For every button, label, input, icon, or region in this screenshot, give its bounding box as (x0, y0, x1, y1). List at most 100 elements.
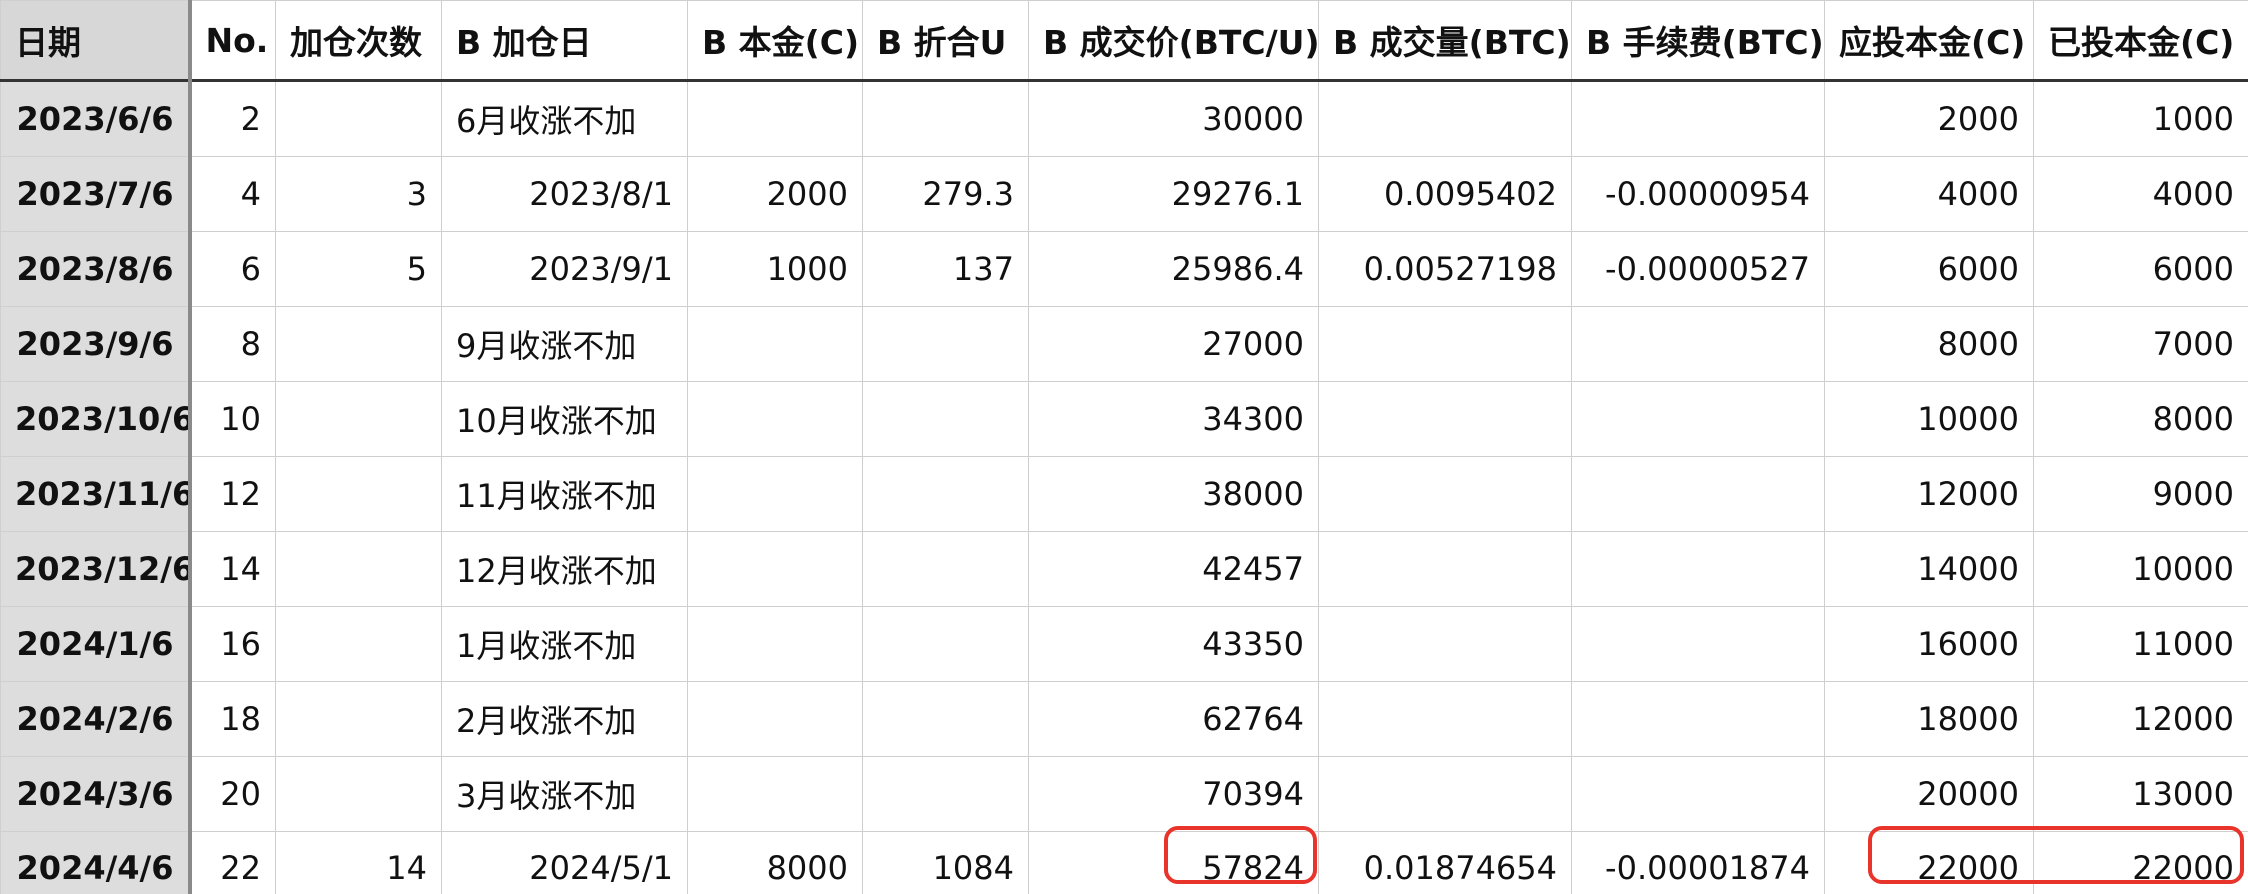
cell-add-count[interactable] (275, 306, 442, 382)
cell-b-usd[interactable] (862, 681, 1029, 757)
cell-date[interactable]: 2023/12/6 (0, 531, 192, 607)
cell-b-volume[interactable] (1318, 606, 1572, 682)
cell-no[interactable]: 6 (189, 231, 276, 307)
cell-date[interactable]: 2023/9/6 (0, 306, 192, 382)
cell-b-price[interactable]: 43350 (1028, 606, 1319, 682)
cell-b-volume[interactable]: 0.00527198 (1318, 231, 1572, 307)
cell-b-add-date[interactable]: 6月收涨不加 (441, 80, 688, 157)
cell-date[interactable]: 2024/3/6 (0, 756, 192, 832)
header-no[interactable]: No. (189, 0, 276, 82)
cell-date[interactable]: 2024/4/6 (0, 831, 192, 894)
cell-planned[interactable]: 12000 (1824, 456, 2034, 532)
cell-b-add-date[interactable]: 2024/5/1 (441, 831, 688, 894)
cell-b-fee[interactable]: -0.00000527 (1571, 231, 1825, 307)
cell-add-count[interactable] (275, 80, 442, 157)
cell-b-fee[interactable] (1571, 681, 1825, 757)
cell-b-price[interactable]: 38000 (1028, 456, 1319, 532)
header-b-price[interactable]: B 成交价(BTC/U) (1028, 0, 1319, 82)
cell-date[interactable]: 2024/1/6 (0, 606, 192, 682)
cell-date[interactable]: 2023/6/6 (0, 80, 192, 157)
cell-invested[interactable]: 1000 (2033, 80, 2248, 157)
cell-b-price[interactable]: 62764 (1028, 681, 1319, 757)
cell-b-fee[interactable] (1571, 606, 1825, 682)
cell-b-price[interactable]: 27000 (1028, 306, 1319, 382)
cell-b-usd[interactable]: 137 (862, 231, 1029, 307)
cell-b-volume[interactable] (1318, 306, 1572, 382)
cell-no[interactable]: 18 (189, 681, 276, 757)
cell-b-usd[interactable] (862, 80, 1029, 157)
cell-b-fee[interactable]: -0.00000954 (1571, 156, 1825, 232)
header-b-fee[interactable]: B 手续费(BTC) (1571, 0, 1825, 82)
header-b-usd[interactable]: B 折合U (862, 0, 1029, 82)
cell-add-count[interactable]: 3 (275, 156, 442, 232)
cell-b-add-date[interactable]: 11月收涨不加 (441, 456, 688, 532)
cell-planned[interactable]: 18000 (1824, 681, 2034, 757)
cell-b-usd[interactable] (862, 756, 1029, 832)
cell-no[interactable]: 12 (189, 456, 276, 532)
cell-add-count[interactable] (275, 681, 442, 757)
cell-planned[interactable]: 2000 (1824, 80, 2034, 157)
cell-date[interactable]: 2023/10/6 (0, 381, 192, 457)
cell-invested[interactable]: 12000 (2033, 681, 2248, 757)
header-b-volume[interactable]: B 成交量(BTC) (1318, 0, 1572, 82)
cell-invested[interactable]: 8000 (2033, 381, 2248, 457)
cell-b-add-date[interactable]: 1月收涨不加 (441, 606, 688, 682)
cell-invested[interactable]: 10000 (2033, 531, 2248, 607)
header-date[interactable]: 日期 (0, 0, 192, 82)
cell-planned[interactable]: 6000 (1824, 231, 2034, 307)
cell-planned[interactable]: 4000 (1824, 156, 2034, 232)
cell-no[interactable]: 10 (189, 381, 276, 457)
cell-b-volume[interactable] (1318, 756, 1572, 832)
cell-add-count[interactable] (275, 531, 442, 607)
header-b-principal[interactable]: B 本金(C) (687, 0, 863, 82)
cell-b-volume[interactable] (1318, 381, 1572, 457)
cell-b-usd[interactable] (862, 531, 1029, 607)
cell-b-principal[interactable] (687, 80, 863, 157)
cell-add-count[interactable] (275, 456, 442, 532)
cell-b-add-date[interactable]: 9月收涨不加 (441, 306, 688, 382)
cell-b-principal[interactable]: 2000 (687, 156, 863, 232)
cell-date[interactable]: 2024/2/6 (0, 681, 192, 757)
cell-b-principal[interactable] (687, 531, 863, 607)
cell-b-price[interactable]: 57824 (1028, 831, 1319, 894)
cell-b-fee[interactable] (1571, 80, 1825, 157)
cell-no[interactable]: 22 (189, 831, 276, 894)
cell-add-count[interactable] (275, 606, 442, 682)
cell-b-usd[interactable] (862, 606, 1029, 682)
cell-b-price[interactable]: 70394 (1028, 756, 1319, 832)
cell-planned[interactable]: 16000 (1824, 606, 2034, 682)
cell-b-volume[interactable] (1318, 456, 1572, 532)
cell-b-fee[interactable]: -0.00001874 (1571, 831, 1825, 894)
cell-b-fee[interactable] (1571, 756, 1825, 832)
cell-invested[interactable]: 11000 (2033, 606, 2248, 682)
cell-b-usd[interactable] (862, 456, 1029, 532)
cell-add-count[interactable] (275, 756, 442, 832)
cell-b-volume[interactable] (1318, 681, 1572, 757)
cell-planned[interactable]: 8000 (1824, 306, 2034, 382)
cell-invested[interactable]: 22000 (2033, 831, 2248, 894)
cell-b-usd[interactable]: 279.3 (862, 156, 1029, 232)
cell-b-principal[interactable] (687, 756, 863, 832)
cell-b-volume[interactable] (1318, 531, 1572, 607)
header-planned[interactable]: 应投本金(C) (1824, 0, 2034, 82)
cell-b-principal[interactable] (687, 456, 863, 532)
cell-b-fee[interactable] (1571, 456, 1825, 532)
cell-b-usd[interactable] (862, 306, 1029, 382)
cell-b-add-date[interactable]: 2月收涨不加 (441, 681, 688, 757)
cell-b-volume[interactable]: 0.01874654 (1318, 831, 1572, 894)
cell-no[interactable]: 14 (189, 531, 276, 607)
cell-invested[interactable]: 6000 (2033, 231, 2248, 307)
header-b-add-date[interactable]: B 加仓日 (441, 0, 688, 82)
cell-date[interactable]: 2023/11/6 (0, 456, 192, 532)
cell-b-fee[interactable] (1571, 381, 1825, 457)
cell-b-add-date[interactable]: 10月收涨不加 (441, 381, 688, 457)
cell-invested[interactable]: 7000 (2033, 306, 2248, 382)
cell-date[interactable]: 2023/7/6 (0, 156, 192, 232)
cell-b-price[interactable]: 30000 (1028, 80, 1319, 157)
cell-add-count[interactable] (275, 381, 442, 457)
cell-invested[interactable]: 4000 (2033, 156, 2248, 232)
cell-b-principal[interactable]: 8000 (687, 831, 863, 894)
cell-planned[interactable]: 10000 (1824, 381, 2034, 457)
cell-add-count[interactable]: 5 (275, 231, 442, 307)
cell-add-count[interactable]: 14 (275, 831, 442, 894)
